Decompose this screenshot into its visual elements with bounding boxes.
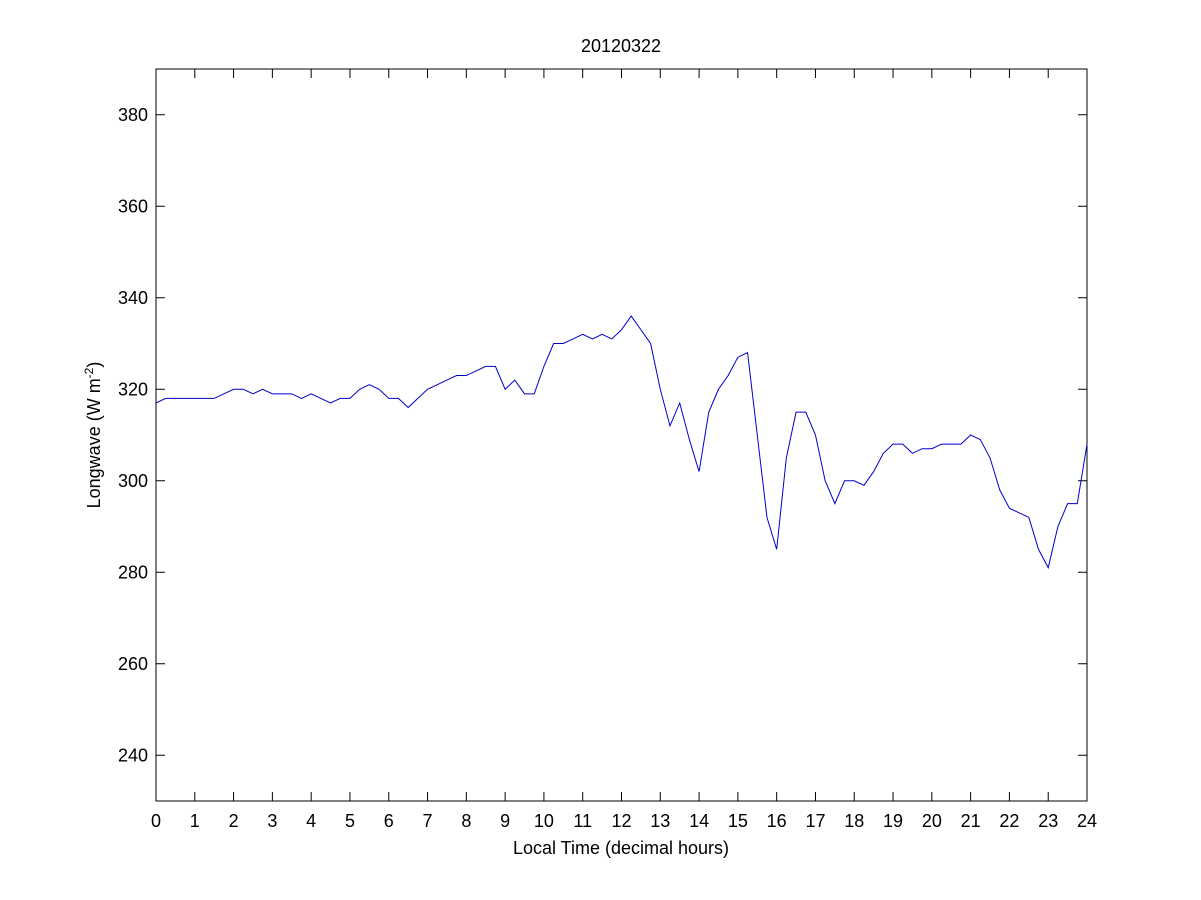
y-label-main: Longwave (W m xyxy=(84,378,104,508)
y-tick-label: 280 xyxy=(118,562,148,582)
x-tick-label: 20 xyxy=(922,811,942,831)
x-tick-label: 1 xyxy=(190,811,200,831)
y-label-exponent: -2 xyxy=(82,367,96,378)
x-tick-label: 8 xyxy=(461,811,471,831)
x-tick-label: 6 xyxy=(384,811,394,831)
x-tick-label: 4 xyxy=(306,811,316,831)
x-axis-label: Local Time (decimal hours) xyxy=(513,838,729,858)
x-tick-label: 19 xyxy=(883,811,903,831)
x-tick-label: 5 xyxy=(345,811,355,831)
y-label-end: ) xyxy=(84,362,104,368)
x-tick-label: 17 xyxy=(805,811,825,831)
y-tick-label: 260 xyxy=(118,654,148,674)
y-tick-label: 340 xyxy=(118,288,148,308)
x-tick-label: 9 xyxy=(500,811,510,831)
x-tick-label: 24 xyxy=(1077,811,1097,831)
x-tick-label: 3 xyxy=(267,811,277,831)
y-tick-label: 240 xyxy=(118,745,148,765)
y-tick-label: 320 xyxy=(118,379,148,399)
y-axis-label: Longwave (W m-2) xyxy=(82,362,104,509)
x-tick-label: 16 xyxy=(767,811,787,831)
y-tick-label: 360 xyxy=(118,196,148,216)
chart-title: 20120322 xyxy=(581,36,661,56)
data-line xyxy=(155,315,1088,570)
x-tick-label: 14 xyxy=(689,811,709,831)
x-tick-label: 10 xyxy=(534,811,554,831)
x-tick-label: 18 xyxy=(844,811,864,831)
x-tick-label: 2 xyxy=(229,811,239,831)
x-tick-label: 7 xyxy=(423,811,433,831)
x-tick-label: 15 xyxy=(728,811,748,831)
x-tick-label: 12 xyxy=(611,811,631,831)
y-tick-label: 380 xyxy=(118,105,148,125)
x-tick-label: 23 xyxy=(1038,811,1058,831)
x-tick-label: 13 xyxy=(650,811,670,831)
x-tick-label: 22 xyxy=(999,811,1019,831)
x-tick-label: 0 xyxy=(151,811,161,831)
x-tick-label: 11 xyxy=(573,811,592,831)
x-tick-label: 21 xyxy=(961,811,981,831)
y-tick-label: 300 xyxy=(118,471,148,491)
